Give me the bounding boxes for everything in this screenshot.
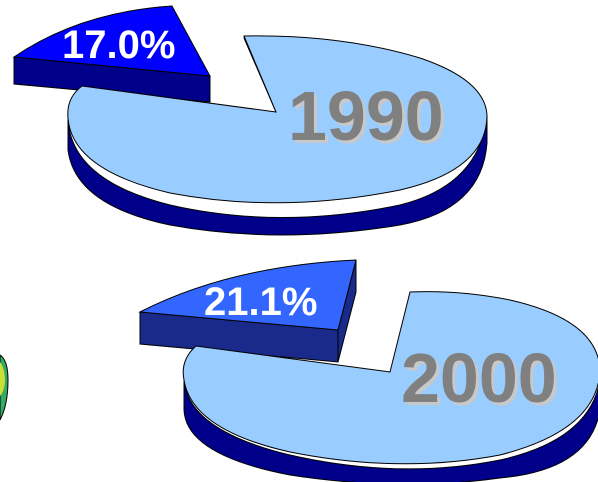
partial-shape-left-edge-highlight: [0, 362, 5, 396]
slice-1990-large-side: [67, 114, 488, 236]
pie-chart-1990: 17.0% 1990 1990: [12, 5, 488, 236]
slice-1990-large-top: [67, 35, 488, 204]
chart-2000-title-shadow: 2000: [404, 342, 560, 420]
slice-2000-small-label: 21.1%: [204, 280, 317, 324]
slice-2000-large-side: [183, 377, 598, 482]
chart-1990-title: 1990: [288, 77, 444, 155]
slice-1990-small-label: 17.0%: [62, 23, 175, 67]
chart-1990-title-shadow: 1990: [291, 80, 447, 158]
slice-2000-large-top: [182, 291, 598, 465]
pie-chart-2000: 21.1% 2000 2000: [138, 259, 598, 482]
slice-2000-small-top: [138, 259, 357, 331]
chart-2000-title: 2000: [401, 339, 557, 417]
slice-1990-small-top: [12, 5, 211, 77]
